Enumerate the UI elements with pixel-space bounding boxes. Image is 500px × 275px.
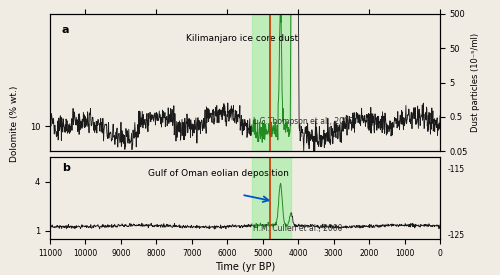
Text: L.G.Thompson et al., 2002: L.G.Thompson et al., 2002	[253, 117, 354, 126]
Text: Time (yr BP): Time (yr BP)	[215, 262, 275, 272]
Y-axis label: Dust particles (10⁻⁵/ml): Dust particles (10⁻⁵/ml)	[471, 33, 480, 132]
Text: Dolomite (% wt.): Dolomite (% wt.)	[10, 86, 20, 162]
Text: H.M. Cullen et al., 2000: H.M. Cullen et al., 2000	[253, 224, 342, 233]
Text: Gulf of Oman eolian deposition: Gulf of Oman eolian deposition	[148, 169, 288, 178]
Text: -115: -115	[448, 165, 465, 174]
Text: a: a	[62, 25, 69, 35]
Text: b: b	[62, 163, 70, 173]
Text: Kilimanjaro ice core dust: Kilimanjaro ice core dust	[186, 34, 298, 43]
Bar	[252, 14, 291, 151]
Bar	[252, 157, 291, 239]
Text: -125: -125	[448, 231, 465, 240]
